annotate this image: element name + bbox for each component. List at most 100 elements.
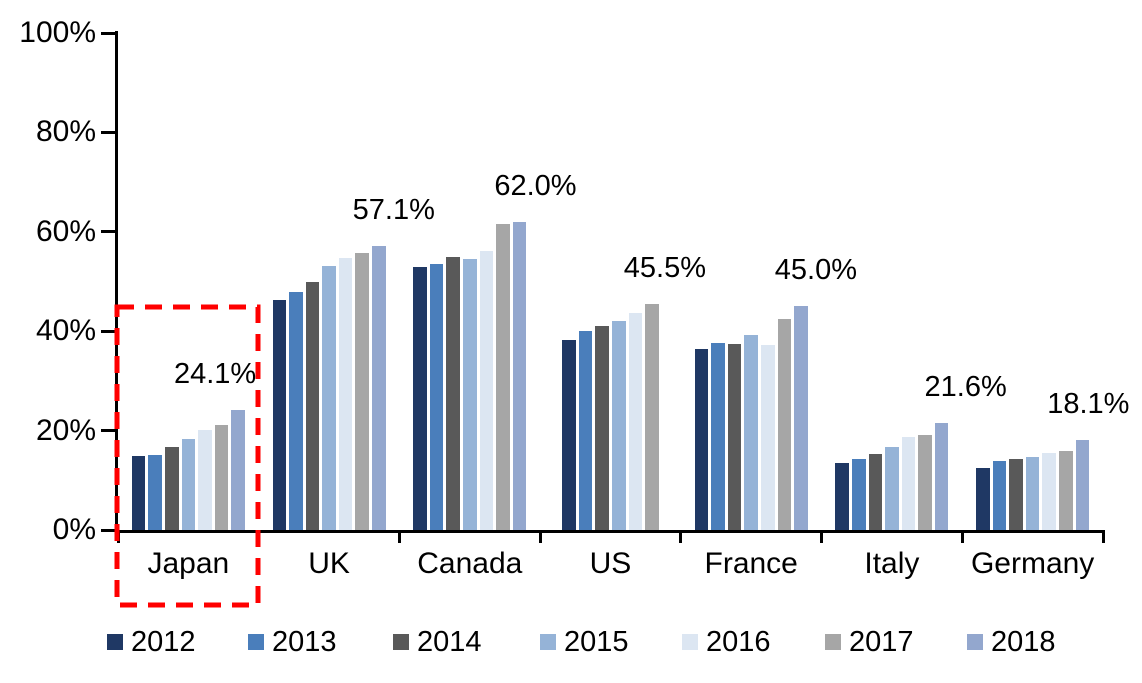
bar (918, 435, 932, 530)
legend-swatch (825, 634, 841, 650)
y-axis-label: 20% (35, 413, 96, 447)
bar (1009, 458, 1023, 530)
data-label: 57.1% (352, 194, 435, 227)
bar (198, 430, 212, 530)
legend-label: 2014 (417, 626, 482, 658)
y-axis-tick (101, 130, 115, 134)
legend-item: 2017 (825, 627, 914, 657)
legend-item: 2016 (682, 627, 771, 657)
bar (744, 335, 758, 530)
legend-label: 2018 (991, 626, 1056, 658)
bar (413, 266, 427, 530)
bar (794, 306, 808, 530)
bar (901, 436, 916, 530)
legend-label: 2013 (272, 626, 337, 658)
bar (645, 303, 659, 530)
y-axis-tick (101, 31, 115, 35)
category-label: US (589, 547, 632, 580)
bar (1058, 450, 1073, 530)
y-axis-line (115, 31, 118, 533)
bar (835, 463, 849, 530)
category-label: Germany (970, 547, 1095, 580)
bar (760, 344, 775, 530)
bar (496, 223, 510, 530)
bar (164, 447, 179, 530)
bar (462, 258, 477, 530)
bar (711, 342, 725, 530)
bar (628, 313, 643, 530)
bar (131, 455, 146, 530)
legend-item: 2012 (107, 627, 196, 657)
bar (479, 250, 494, 530)
bar (305, 281, 320, 530)
y-axis-tick (101, 230, 115, 234)
legend-swatch (540, 634, 556, 650)
x-axis-tick (538, 530, 542, 543)
y-axis-label: 100% (19, 16, 96, 49)
legend-swatch (107, 634, 123, 650)
bar (272, 299, 287, 530)
x-axis-tick (679, 530, 683, 543)
category-label: Japan (147, 547, 230, 580)
category-label: UK (308, 547, 350, 580)
bar (885, 446, 899, 530)
bar (934, 422, 949, 530)
data-label: 62.0% (494, 169, 577, 202)
data-label: 45.5% (623, 251, 707, 284)
category-label: France (704, 547, 798, 580)
bar (355, 252, 369, 530)
bar (868, 454, 883, 530)
y-axis-label: 60% (35, 214, 96, 248)
y-axis-tick (101, 329, 115, 333)
bar (611, 320, 626, 530)
data-label: 21.6% (924, 370, 1007, 403)
x-axis-tick (1101, 530, 1105, 543)
x-axis-tick (116, 530, 120, 543)
legend-swatch (682, 634, 698, 650)
bar (992, 460, 1007, 530)
bar (976, 467, 990, 530)
legend-swatch (248, 634, 264, 650)
bar (512, 221, 527, 530)
x-axis-tick (820, 530, 824, 543)
y-axis-label: 40% (35, 314, 96, 348)
x-axis-tick (397, 530, 401, 543)
x-axis-line (115, 530, 1104, 533)
y-axis-tick (101, 429, 115, 433)
bar (446, 257, 460, 530)
bar (148, 454, 162, 530)
bar (1042, 452, 1056, 530)
category-label: Canada (417, 547, 523, 580)
bar (338, 258, 353, 530)
legend-label: 2015 (564, 626, 629, 658)
bar (1025, 456, 1040, 530)
bar (694, 349, 709, 530)
bar (1075, 440, 1090, 530)
bar (578, 330, 593, 530)
legend-item: 2018 (967, 627, 1056, 657)
y-axis-tick (101, 528, 115, 532)
bar (214, 424, 229, 530)
bar (595, 325, 609, 530)
legend-swatch (967, 634, 983, 650)
legend-label: 2016 (706, 626, 771, 658)
x-axis-tick (960, 530, 964, 543)
y-axis-label: 0% (52, 513, 96, 546)
legend-label: 2017 (849, 626, 914, 658)
bar (289, 292, 303, 530)
bar (851, 459, 866, 530)
bar (777, 319, 792, 530)
legend-label: 2012 (131, 626, 196, 658)
legend-item: 2014 (393, 627, 482, 657)
legend-item: 2013 (248, 627, 337, 657)
category-label: Italy (864, 547, 920, 580)
data-label: 45.0% (774, 254, 858, 287)
data-label: 18.1% (1047, 388, 1130, 421)
bar (562, 340, 576, 530)
legend-item: 2015 (540, 627, 629, 657)
x-axis-tick (257, 530, 261, 543)
bar (231, 410, 245, 530)
bar (371, 246, 386, 530)
bar (181, 439, 196, 530)
